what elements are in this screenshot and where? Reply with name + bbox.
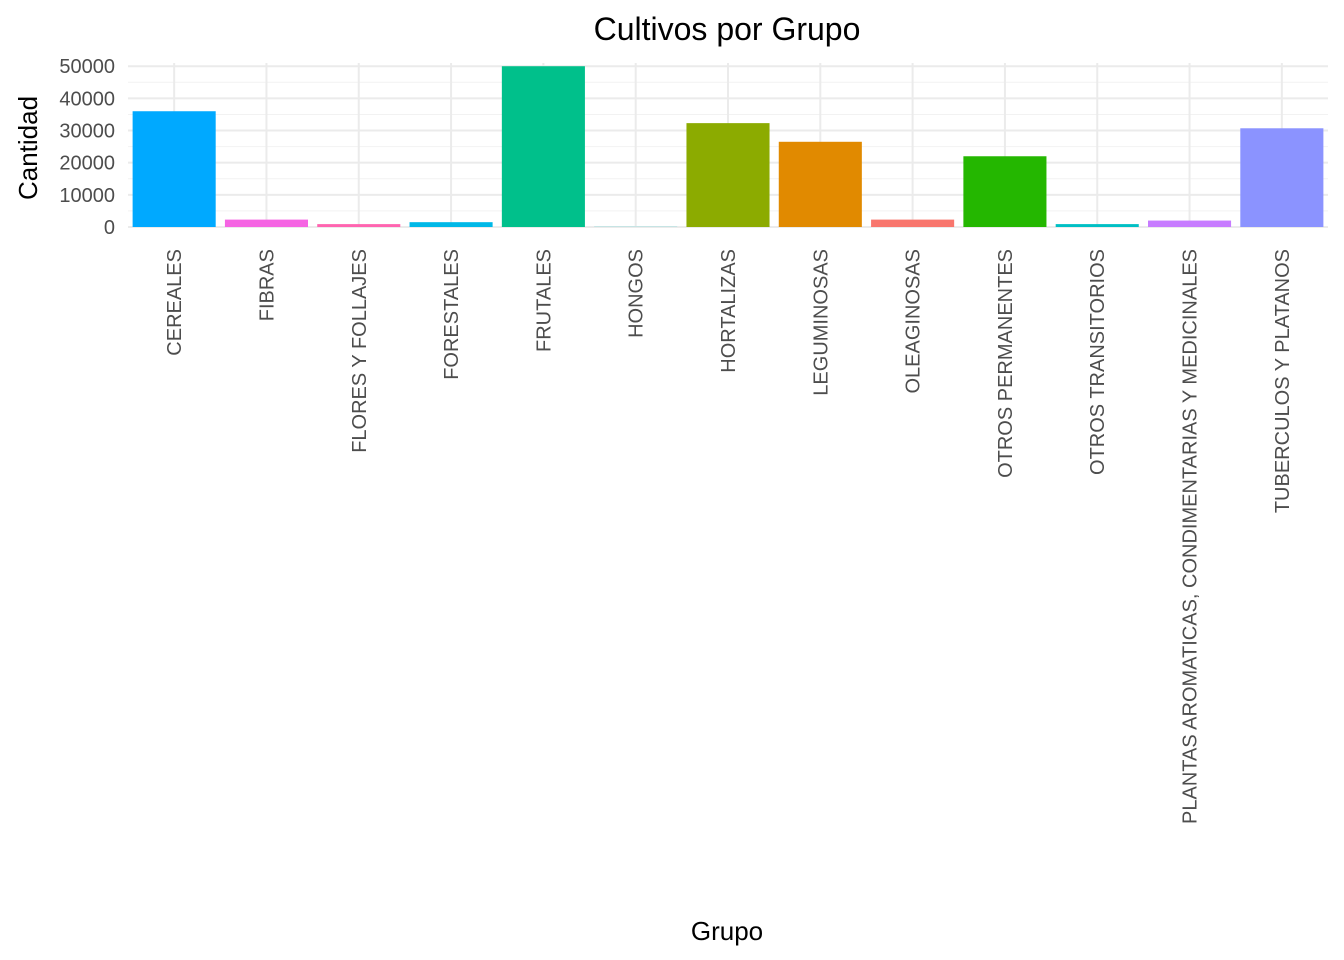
x-tick-label: CEREALES xyxy=(164,249,186,356)
bar-otros-transitorios xyxy=(1055,224,1139,227)
x-tick-label: LEGUMINOSAS xyxy=(810,249,832,396)
x-tick-label: OTROS TRANSITORIOS xyxy=(1087,249,1109,475)
bar-cereales xyxy=(132,111,216,227)
bar-tuberculos-y-platanos xyxy=(1240,128,1324,227)
bar-plantas-aromaticas-condimentarias-y-medicinales xyxy=(1148,220,1232,227)
bars xyxy=(132,66,1324,227)
y-tick-label: 10000 xyxy=(59,185,115,207)
bar-otros-permanentes xyxy=(963,156,1047,227)
x-tick-label: FRUTALES xyxy=(533,249,555,352)
x-tick-label: FORESTALES xyxy=(441,249,463,380)
bar-frutales xyxy=(501,66,585,227)
chart-title: Cultivos por Grupo xyxy=(594,11,861,47)
x-tick-label: PLANTAS AROMATICAS, CONDIMENTARIAS Y MED… xyxy=(1180,249,1202,824)
x-tick-label: FLORES Y FOLLAJES xyxy=(349,249,371,453)
x-tick-label: FIBRAS xyxy=(256,249,278,321)
y-tick-label: 20000 xyxy=(59,153,115,175)
x-axis-title: Grupo xyxy=(691,916,763,946)
x-tick-label: TUBERCULOS Y PLATANOS xyxy=(1272,249,1294,513)
y-tick-label: 40000 xyxy=(59,88,115,110)
bar-leguminosas xyxy=(778,141,862,227)
y-tick-label: 50000 xyxy=(59,56,115,78)
x-tick-label: OLEAGINOSAS xyxy=(903,249,925,394)
bar-hortalizas xyxy=(686,123,770,227)
x-axis-ticks: CEREALES FIBRAS FLORES Y FOLLAJES FORESTALE… xyxy=(164,249,1294,824)
y-tick-label: 30000 xyxy=(59,121,115,143)
y-axis-ticks: 0 10000 20000 30000 40000 50000 xyxy=(59,56,115,239)
y-tick-label: 0 xyxy=(104,217,115,239)
x-tick-label: HORTALIZAS xyxy=(718,249,740,373)
bar-forestales xyxy=(409,222,493,227)
bar-fibras xyxy=(224,219,308,227)
x-tick-label: HONGOS xyxy=(626,249,648,338)
bar-flores-y-follajes xyxy=(317,224,401,227)
bar-oleaginosas xyxy=(871,219,955,227)
x-tick-label: OTROS PERMANENTES xyxy=(995,249,1017,478)
y-axis-title: Cantidad xyxy=(13,96,43,200)
